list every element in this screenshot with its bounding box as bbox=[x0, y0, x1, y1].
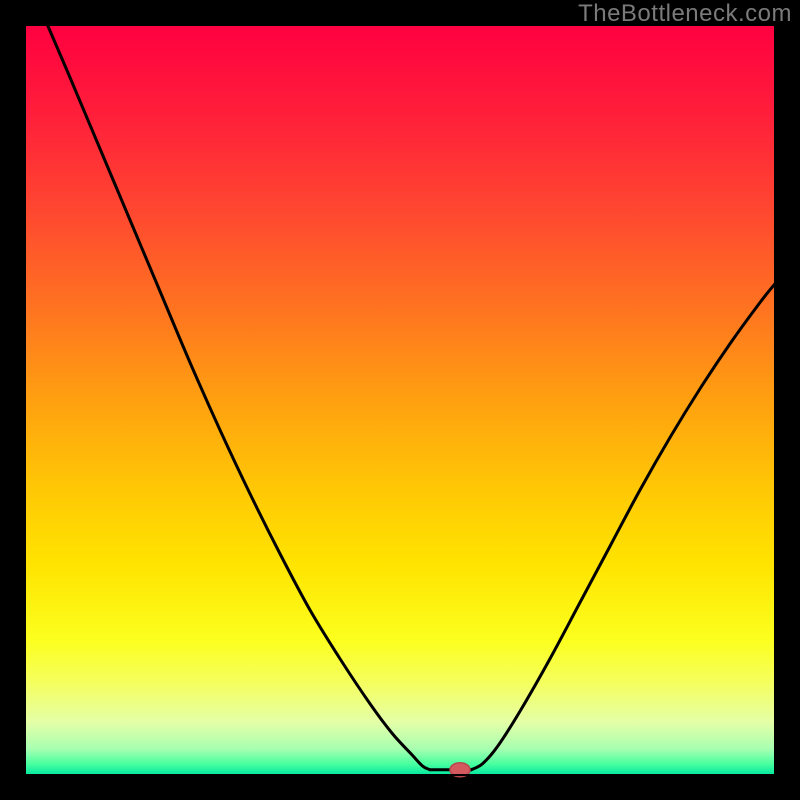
watermark-text: TheBottleneck.com bbox=[578, 0, 792, 28]
chart-svg bbox=[0, 0, 800, 800]
plot-background bbox=[25, 25, 775, 775]
chart-stage: TheBottleneck.com bbox=[0, 0, 800, 800]
